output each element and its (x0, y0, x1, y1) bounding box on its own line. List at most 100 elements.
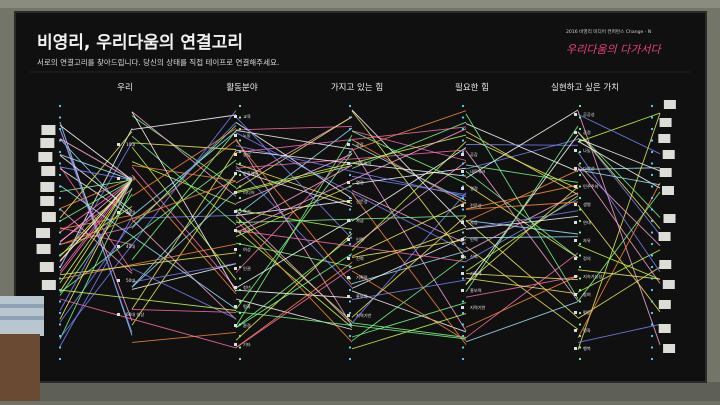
shirt-stripe (0, 316, 44, 320)
node-pin (117, 279, 120, 282)
node-pin (461, 187, 464, 190)
node-label: 미디어 (243, 189, 255, 196)
peg-dot (650, 277, 654, 280)
node-pin (574, 167, 577, 170)
ceiling-edge (0, 0, 720, 8)
yarn-string (131, 142, 237, 150)
yarn-string (235, 242, 353, 268)
peg-dot (238, 323, 242, 326)
node-pin (461, 204, 464, 207)
board-title: 비영리, 우리다움의 연결고리 (37, 33, 243, 53)
node-label: 신뢰 (470, 253, 478, 260)
yarn-string (131, 111, 237, 197)
node-pin (347, 162, 350, 165)
sticky-note (40, 196, 55, 206)
yarn-string (465, 138, 579, 170)
peg-dot (348, 265, 352, 269)
peg-dot (58, 173, 62, 177)
wooden-podium (0, 334, 40, 401)
node-label: 나눔 (583, 147, 591, 154)
peg-dot (58, 219, 62, 223)
peg-dot (578, 300, 582, 303)
peg-dot (578, 323, 582, 326)
node-label: 여성 (243, 246, 251, 253)
yarn-string (351, 130, 467, 184)
peg-dot (578, 265, 582, 269)
node-label: 40대 (126, 243, 135, 250)
yarn-string (235, 267, 353, 349)
peg-dot (58, 139, 62, 142)
yarn-string (235, 122, 353, 199)
node-label: 지역기반 (356, 312, 372, 319)
peg-dot (58, 116, 62, 119)
yarn-string (131, 115, 237, 189)
yarn-string (351, 201, 467, 257)
node-label: 공정 (583, 129, 591, 135)
peg-dot (348, 323, 352, 326)
peg-dot (58, 162, 62, 165)
node-label: 홍보력 (470, 287, 482, 294)
shirt-stripe (0, 304, 44, 308)
peg-dot (650, 300, 654, 303)
yarn-string (131, 173, 237, 326)
node-pin (574, 347, 577, 350)
column-header-field: 활동분야 (226, 82, 257, 93)
yarn-string (577, 131, 661, 229)
node-label: 열정 (470, 185, 478, 191)
node-label: 기획력 (470, 270, 482, 277)
yarn-string (131, 128, 237, 197)
yarn-string (59, 179, 133, 257)
node-pin (234, 172, 237, 175)
node-label: 연대 (583, 219, 591, 226)
node-pin (461, 238, 464, 241)
yarn-string (235, 253, 353, 329)
node-pin (234, 286, 237, 289)
yarn-string (235, 262, 353, 348)
peg-dot (238, 242, 242, 246)
sticky-note (663, 100, 676, 109)
peg-dot (461, 357, 465, 361)
peg-dot (461, 346, 465, 349)
node-pin (347, 314, 350, 317)
node-label: 문화예술 (243, 170, 259, 177)
column-header-us: 우리 (117, 83, 133, 93)
peg-dot (348, 334, 352, 338)
yarn-string (131, 135, 237, 226)
yarn-string (59, 185, 237, 310)
yarn-string (59, 179, 133, 275)
yarn-string (131, 268, 237, 320)
yarn-string (131, 190, 237, 288)
node-pin (574, 329, 577, 332)
yarn-string (351, 215, 467, 318)
peg-dot (348, 288, 352, 292)
sticky-note (40, 182, 55, 192)
column-header-have: 가지고 있는 힘 (331, 82, 383, 93)
yarn-string (235, 233, 353, 341)
peg-dot (461, 300, 465, 303)
peg-dot (461, 242, 465, 246)
peg-dot (238, 185, 242, 188)
yarn-string (235, 298, 353, 330)
node-label: 생명 (583, 201, 591, 207)
yarn-string (235, 311, 467, 340)
yarn-string (577, 140, 661, 189)
yarn-string (131, 150, 237, 310)
yarn-string (59, 168, 133, 217)
node-label: 홍보력 (356, 293, 368, 300)
yarn-string (59, 110, 237, 339)
yarn-string (235, 132, 467, 252)
yarn-string (351, 279, 467, 301)
yarn-string (351, 322, 467, 338)
peg-dot (238, 116, 242, 119)
board-frame (14, 11, 707, 383)
peg-dot (58, 277, 62, 280)
yarn-string (59, 179, 133, 222)
sticky-note (41, 166, 56, 176)
peg-dot (650, 323, 654, 326)
sticky-note (36, 244, 51, 254)
peg-dot (58, 231, 62, 234)
peg-dot (238, 265, 242, 269)
peg-dot (461, 323, 465, 326)
node-label: 공감 (470, 151, 478, 157)
